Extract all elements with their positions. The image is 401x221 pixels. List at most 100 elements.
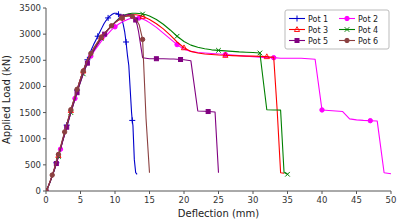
legend-item: Pot 3 [289,26,328,35]
data-point [223,53,228,58]
chart: 0510152025303540455005001000150020002500… [0,0,401,221]
x-tick-label: 5 [78,195,83,205]
series [46,14,284,191]
data-point [46,189,48,191]
legend-label: Pot 1 [308,15,328,24]
data-point [119,15,124,20]
data-point [368,118,372,122]
x-tick [149,191,150,194]
series-line [46,14,219,191]
series-line [46,15,284,191]
legend-marker [294,27,299,32]
x-axis-label: Deflection (mm) [178,208,260,219]
data-point [109,24,113,28]
legend-marker [295,39,299,43]
series-line [46,13,137,191]
legend-marker [345,38,349,42]
y-tick-label: 0 [36,186,41,196]
x-tick-label: 35 [282,195,293,205]
data-point [50,173,54,177]
data-point [99,35,103,39]
y-tick-label: 1000 [19,134,41,144]
x-tick [253,191,254,194]
x-tick-label: 20 [179,195,190,205]
x-tick [287,191,288,194]
legend-marker [345,27,350,32]
x-tick [218,191,219,194]
data-point [120,16,124,20]
y-tick [43,8,46,9]
data-point [46,189,48,191]
data-point [285,172,290,177]
y-axis-label: Applied Load (kN) [1,55,12,144]
data-point [179,58,183,62]
data-point [75,87,79,91]
y-tick-label: 2000 [19,81,41,91]
data-point [105,15,111,21]
y-tick [43,112,46,113]
y-tick [43,60,46,61]
data-point [81,69,85,73]
data-point [206,110,210,114]
legend-item: Pot 4 [339,26,378,35]
x-tick-label: 50 [386,195,397,205]
data-point [46,189,48,191]
series [46,11,137,191]
x-tick-label: 10 [110,195,121,205]
legend-item: Pot 2 [339,15,378,24]
data-point [62,130,66,134]
x-tick [356,191,357,194]
data-point [68,108,73,113]
x-tick [80,191,81,194]
data-point [123,39,129,45]
y-tick-label: 500 [25,160,41,170]
series [46,12,290,191]
data-point [181,45,186,50]
series [46,14,219,191]
axes: 0510152025303540455005001000150020002500… [19,3,396,205]
data-point [154,57,158,61]
legend-item: Pot 5 [289,37,328,46]
data-point [258,51,263,56]
x-tick [115,191,116,194]
data-point [89,51,93,55]
data-point [140,12,145,17]
series [46,14,149,191]
y-tick-label: 1500 [19,108,41,118]
data-point [264,54,269,59]
x-tick-label: 15 [144,195,155,205]
data-point [129,117,135,123]
y-tick [43,164,46,165]
y-tick [43,86,46,87]
legend-label: Pot 2 [358,15,378,24]
data-point [56,153,61,158]
legend-item: Pot 6 [339,37,378,46]
x-tick [391,191,392,194]
y-tick-label: 2500 [19,55,41,65]
y-tick [43,138,46,139]
data-point [175,34,180,39]
legend-marker [294,16,300,22]
x-tick-label: 30 [248,195,259,205]
legend-item: Pot 1 [289,15,328,24]
data-point [140,37,144,41]
x-tick-label: 25 [213,195,224,205]
legend-label: Pot 4 [358,26,378,35]
x-tick [322,191,323,194]
y-tick-label: 3500 [19,3,41,13]
data-point [130,14,134,18]
data-point [320,108,324,112]
series-line [46,16,150,191]
data-point [56,152,60,156]
legend-marker [345,16,349,20]
legend-label: Pot 3 [308,26,328,35]
legend: Pot 1 Pot 2 Pot 3 Pot 4 Pot 5 Pot 6 [285,10,389,49]
legend-swatch [289,29,305,30]
data-point [46,189,48,191]
y-tick [43,34,46,35]
data-point [223,52,227,56]
y-tick [43,191,46,192]
legend-box [285,10,389,49]
legend-label: Pot 5 [308,37,328,46]
x-tick-label: 0 [43,195,48,205]
